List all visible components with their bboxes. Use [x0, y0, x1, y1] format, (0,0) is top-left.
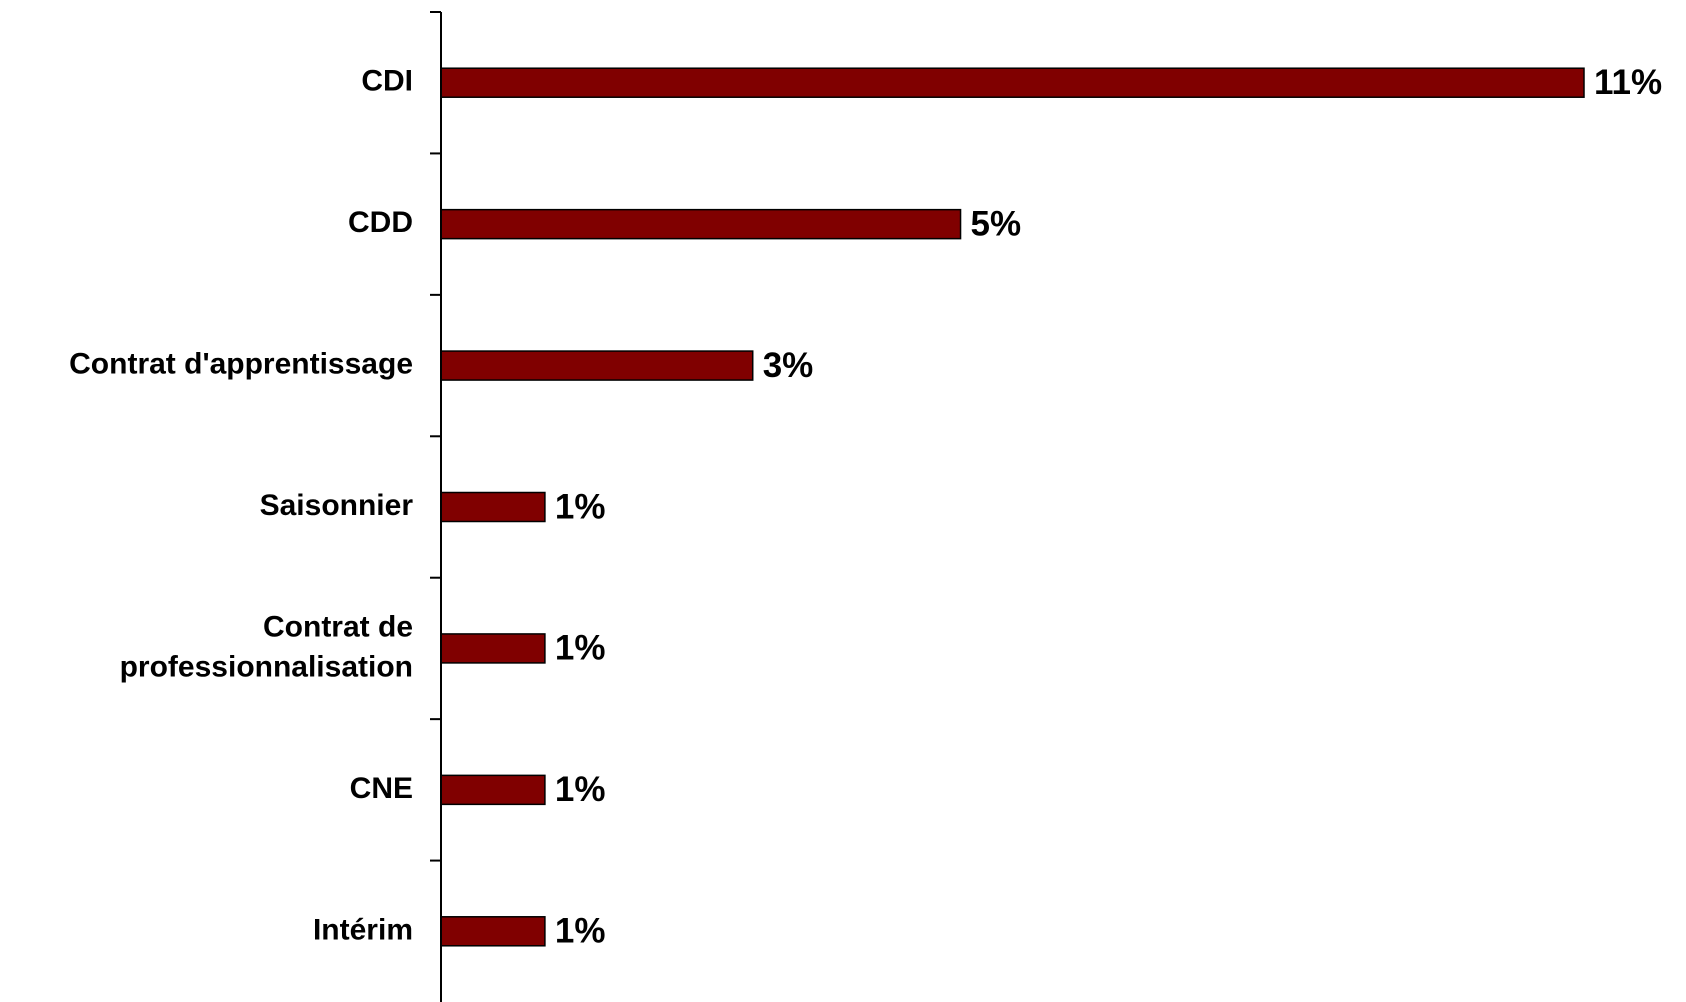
bar	[440, 67, 1585, 98]
category-labels: CDI CDD Contrat d'apprentissage Saisonnier C…	[69, 65, 413, 947]
category-label: CDD	[348, 206, 413, 239]
bar	[440, 491, 546, 523]
data-label: 1%	[555, 770, 606, 809]
data-label: 3%	[763, 346, 814, 385]
category-axis	[430, 11, 442, 1002]
data-label: 1%	[555, 487, 606, 526]
bar	[440, 774, 546, 806]
bar	[440, 633, 546, 664]
data-labels: 11% 5% 3% 1% 1% 1% 1%	[555, 63, 1662, 951]
bar	[440, 916, 546, 947]
category-label: CDI	[361, 65, 413, 98]
data-label: 1%	[555, 912, 606, 951]
bar	[440, 350, 754, 381]
category-label: Intérim	[313, 913, 413, 946]
data-label: 11%	[1594, 63, 1662, 102]
data-label: 1%	[555, 629, 606, 668]
category-label: Contrat de professionnalisation	[120, 610, 413, 683]
bars-layer	[440, 67, 1585, 947]
data-label: 5%	[971, 204, 1022, 243]
bar	[440, 208, 962, 240]
category-label: Contrat d'apprentissage	[69, 347, 413, 380]
category-label: CNE	[350, 772, 413, 805]
category-label: Saisonnier	[260, 489, 414, 522]
